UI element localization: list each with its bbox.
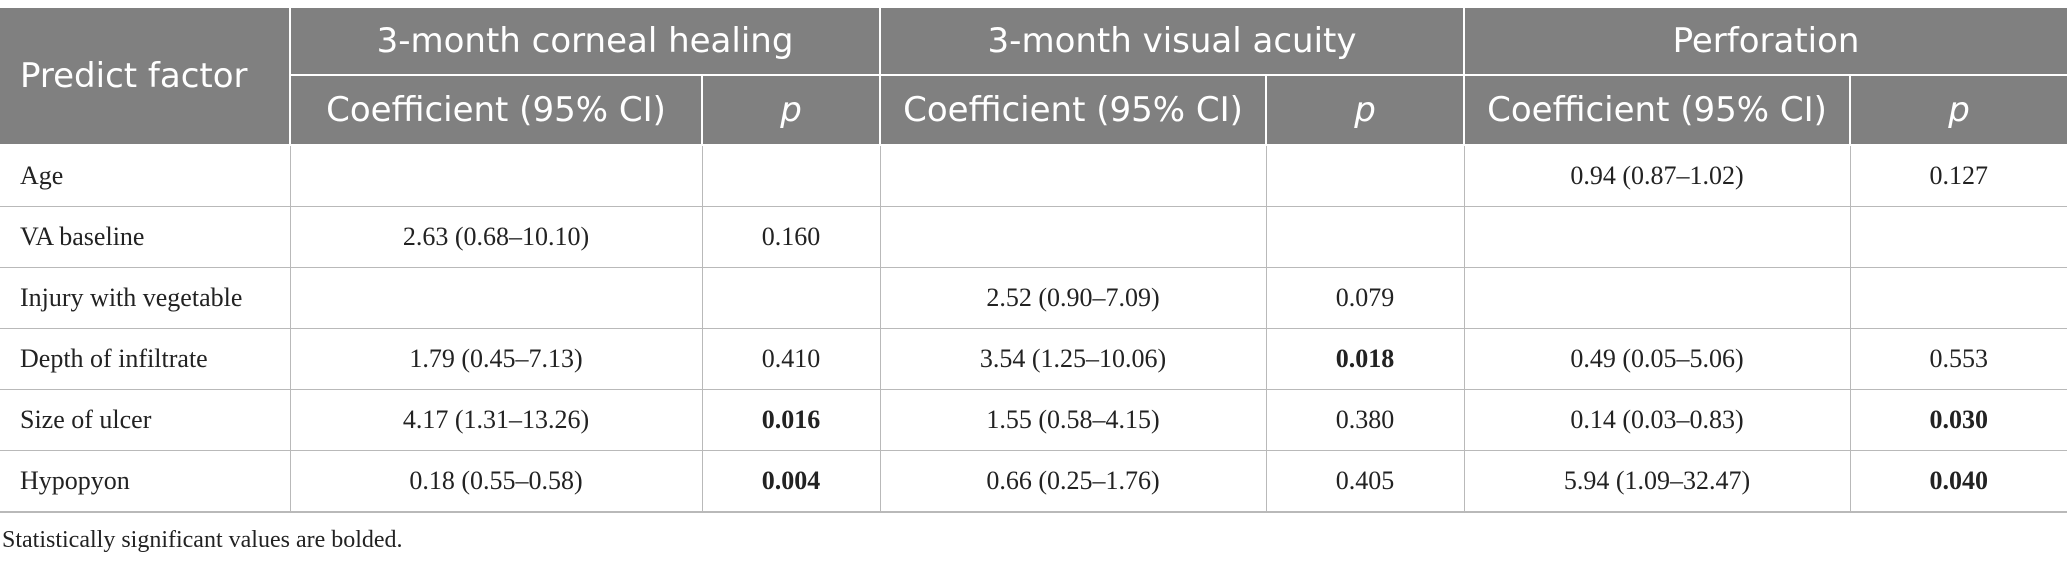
table-cell: 1.79 (0.45–7.13) xyxy=(289,328,703,390)
table-cell: 0.405 xyxy=(1265,450,1465,513)
header-p: p xyxy=(700,74,882,146)
row-label: Injury with vegetable xyxy=(0,267,291,329)
table-cell xyxy=(1463,206,1851,268)
table-row: Injury with vegetable 2.52 (0.90–7.09) 0… xyxy=(0,267,2067,329)
row-label: VA baseline xyxy=(0,206,291,268)
table-cell: 1.55 (0.58–4.15) xyxy=(879,389,1267,451)
row-label: Depth of infiltrate xyxy=(0,328,291,390)
table-cell-significant: 0.030 xyxy=(1849,389,2067,451)
table-cell-significant: 0.040 xyxy=(1849,450,2067,513)
table-cell xyxy=(879,144,1267,207)
row-label: Size of ulcer xyxy=(0,389,291,451)
table-cell: 4.17 (1.31–13.26) xyxy=(289,389,703,451)
header-predict-factor: Predict factor xyxy=(0,8,291,146)
table-cell: 3.54 (1.25–10.06) xyxy=(879,328,1267,390)
table-row: VA baseline 2.63 (0.68–10.10) 0.160 xyxy=(0,206,2067,268)
table-body: Age 0.94 (0.87–1.02) 0.127 VA baseline 2… xyxy=(0,144,2067,513)
table-cell-significant: 0.018 xyxy=(1265,328,1465,390)
header-coefficient: Coefficient (95% CI) xyxy=(1463,74,1852,146)
table-cell xyxy=(289,144,703,207)
table-cell: 0.127 xyxy=(1849,144,2067,207)
header-group-corneal-healing: 3-month corneal healing xyxy=(288,8,882,76)
regression-table: Predict factor 3-month corneal healing 3… xyxy=(0,8,2067,513)
table-cell: 5.94 (1.09–32.47) xyxy=(1463,450,1851,513)
table-cell: 0.66 (0.25–1.76) xyxy=(879,450,1267,513)
header-group-perforation: Perforation xyxy=(1463,8,2067,76)
table-cell: 0.14 (0.03–0.83) xyxy=(1463,389,1851,451)
table-cell xyxy=(879,206,1267,268)
table-cell-significant: 0.016 xyxy=(701,389,881,451)
header-coefficient: Coefficient (95% CI) xyxy=(289,74,703,146)
table-row: Hypopyon 0.18 (0.55–0.58) 0.004 0.66 (0.… xyxy=(0,450,2067,513)
table-cell xyxy=(1849,267,2067,329)
table-row: Age 0.94 (0.87–1.02) 0.127 xyxy=(0,144,2067,207)
table-cell xyxy=(1849,206,2067,268)
table-cell: 0.079 xyxy=(1265,267,1465,329)
row-label: Age xyxy=(0,144,291,207)
table-cell xyxy=(1265,144,1465,207)
table-header: Predict factor 3-month corneal healing 3… xyxy=(0,8,2067,146)
table-cell: 0.410 xyxy=(701,328,881,390)
table-cell: 0.94 (0.87–1.02) xyxy=(1463,144,1851,207)
table-cell xyxy=(289,267,703,329)
header-coefficient: Coefficient (95% CI) xyxy=(879,74,1268,146)
table-cell xyxy=(701,144,881,207)
table-cell: 0.380 xyxy=(1265,389,1465,451)
table-row: Size of ulcer 4.17 (1.31–13.26) 0.016 1.… xyxy=(0,389,2067,451)
table-row: Depth of infiltrate 1.79 (0.45–7.13) 0.4… xyxy=(0,328,2067,390)
header-group-visual-acuity: 3-month visual acuity xyxy=(879,8,1466,76)
table-cell: 0.18 (0.55–0.58) xyxy=(289,450,703,513)
header-p: p xyxy=(1849,74,2067,146)
table-cell: 0.49 (0.05–5.06) xyxy=(1463,328,1851,390)
table-cell xyxy=(701,267,881,329)
table-cell: 2.63 (0.68–10.10) xyxy=(289,206,703,268)
table-footnote: Statistically significant values are bol… xyxy=(2,527,403,553)
results-table-container: Predict factor 3-month corneal healing 3… xyxy=(0,8,2067,513)
table-cell: 0.553 xyxy=(1849,328,2067,390)
header-p: p xyxy=(1265,74,1466,146)
table-cell-significant: 0.004 xyxy=(701,450,881,513)
table-cell xyxy=(1265,206,1465,268)
row-label: Hypopyon xyxy=(0,450,291,513)
table-cell: 0.160 xyxy=(701,206,881,268)
table-cell xyxy=(1463,267,1851,329)
table-cell: 2.52 (0.90–7.09) xyxy=(879,267,1267,329)
